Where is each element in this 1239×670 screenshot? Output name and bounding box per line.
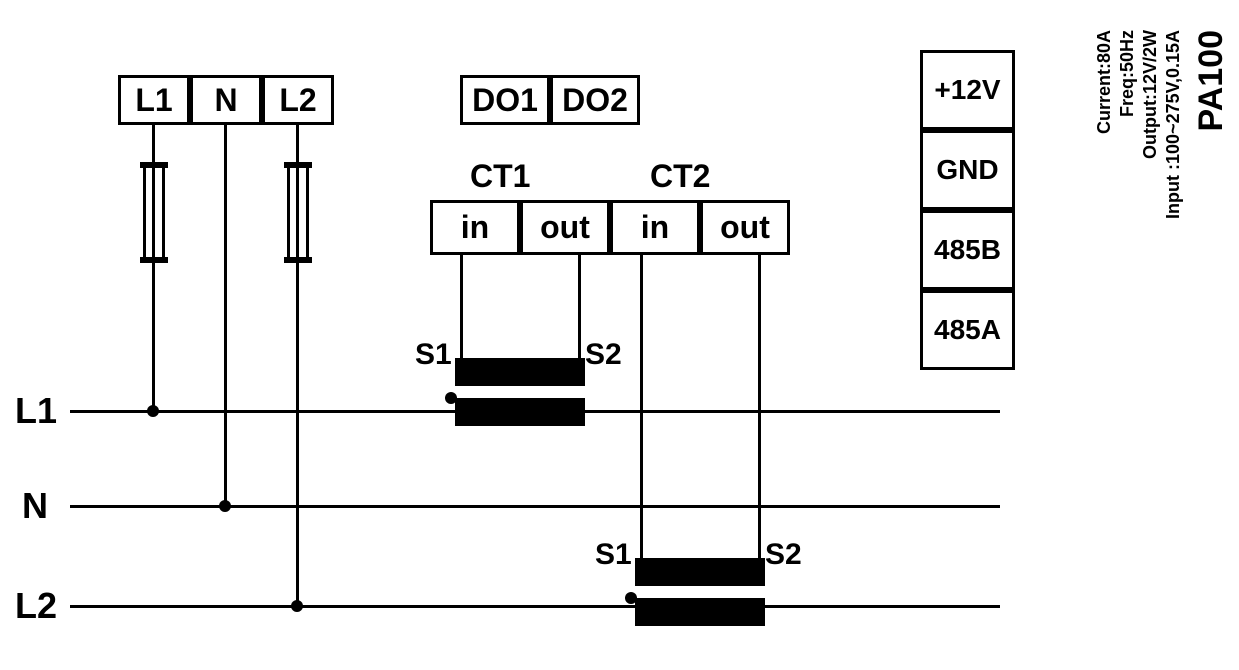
ct1-bar-top	[455, 358, 585, 386]
wire-L2-down	[296, 125, 299, 608]
voltage-L2: L2	[262, 75, 334, 125]
bus-L1-label: L1	[15, 390, 57, 432]
ct2-bar-bot	[635, 598, 765, 626]
wire-ct1-out	[578, 255, 581, 363]
ct1-s2: S2	[585, 338, 622, 372]
terminal-gnd: GND	[920, 130, 1015, 210]
bus-L2-label: L2	[15, 585, 57, 627]
dot-L2-bus	[291, 600, 303, 612]
bus-N-label: N	[22, 485, 48, 527]
ct1-out: out	[520, 200, 610, 255]
ct1-bar-bot	[455, 398, 585, 426]
fuse-L1-top	[140, 162, 168, 168]
fuse-L2-top	[284, 162, 312, 168]
terminal-485a: 485A	[920, 290, 1015, 370]
ct2-s2: S2	[765, 538, 802, 572]
voltage-L1: L1	[118, 75, 190, 125]
ct2-bar-top	[635, 558, 765, 586]
ct1-s1: S1	[415, 338, 452, 372]
terminal-12v: +12V	[920, 50, 1015, 130]
do1-box: DO1	[460, 75, 550, 125]
fuse-L2-bot	[284, 257, 312, 263]
terminal-485b: 485B	[920, 210, 1015, 290]
spec-freq: Freq:50Hz	[1117, 30, 1138, 117]
ct2-out: out	[700, 200, 790, 255]
wire-ct2-in	[640, 255, 643, 563]
spec-current: Current:80A	[1094, 30, 1115, 134]
ct2-s1: S1	[595, 538, 632, 572]
ct2-label: CT2	[650, 158, 710, 195]
voltage-N: N	[190, 75, 262, 125]
spec-input: Input :100~275V,0.15A	[1163, 30, 1184, 219]
ct1-label: CT1	[470, 158, 530, 195]
bus-L2	[70, 605, 1000, 608]
wire-ct2-out	[758, 255, 761, 563]
fuse-L1-bot	[140, 257, 168, 263]
spec-output: Output:12V/2W	[1140, 30, 1161, 159]
ct1-in: in	[430, 200, 520, 255]
dot-L1-bus	[147, 405, 159, 417]
wire-N-down	[224, 125, 227, 508]
ct2-in: in	[610, 200, 700, 255]
model-label: PA100	[1192, 30, 1231, 131]
bus-N	[70, 505, 1000, 508]
wire-ct1-in	[460, 255, 463, 363]
do2-box: DO2	[550, 75, 640, 125]
dot-N-bus	[219, 500, 231, 512]
